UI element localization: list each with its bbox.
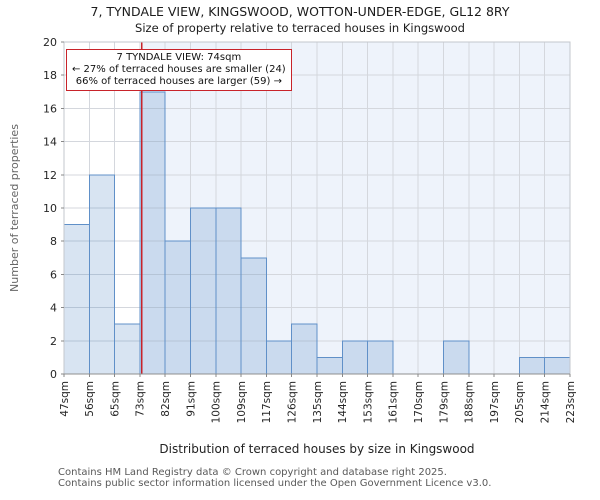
y-tick-label: 14 xyxy=(43,136,57,149)
histogram-bar xyxy=(443,340,470,375)
x-tick-label: 197sqm xyxy=(489,381,501,423)
histogram-bar xyxy=(316,356,343,375)
histogram-bar xyxy=(240,257,267,375)
attribution-footer: Contains HM Land Registry data © Crown c… xyxy=(58,467,491,489)
x-tick-label: 91sqm xyxy=(185,381,197,417)
histogram-bar xyxy=(164,240,191,375)
y-tick-label: 16 xyxy=(43,102,57,115)
y-tick-label: 6 xyxy=(50,268,57,281)
histogram-bar xyxy=(544,356,571,375)
histogram-bar xyxy=(63,224,90,375)
y-tick-label: 12 xyxy=(43,169,57,182)
histogram-bar xyxy=(114,323,141,375)
footer-line-2: Contains public sector information licen… xyxy=(58,478,492,490)
x-tick-label: 170sqm xyxy=(413,381,425,423)
annotation-larger-line: 66% of terraced houses are larger (59) → xyxy=(75,75,282,87)
y-tick-label: 2 xyxy=(50,335,57,348)
x-tick-label: 188sqm xyxy=(464,381,476,423)
x-tick-label: 153sqm xyxy=(362,381,374,423)
x-axis-label: Distribution of terraced houses by size … xyxy=(159,442,475,456)
y-tick-label: 18 xyxy=(43,69,57,82)
x-tick-label: 223sqm xyxy=(565,381,577,423)
histogram-bar xyxy=(215,207,242,375)
x-tick-label: 47sqm xyxy=(59,381,71,417)
chart-title: 7, TYNDALE VIEW, KINGSWOOD, WOTTON-UNDER… xyxy=(90,4,510,19)
y-tick-label: 10 xyxy=(43,202,57,215)
x-tick-label: 205sqm xyxy=(514,381,526,423)
histogram-bar xyxy=(341,340,369,375)
x-tick-label: 144sqm xyxy=(337,381,349,423)
histogram-bar xyxy=(265,340,293,375)
x-tick-label: 109sqm xyxy=(236,381,248,423)
x-tick-label: 73sqm xyxy=(135,381,147,417)
chart-subtitle: Size of property relative to terraced ho… xyxy=(135,21,465,35)
histogram-bar xyxy=(367,340,394,375)
x-tick-label: 56sqm xyxy=(84,381,96,417)
x-tick-label: 82sqm xyxy=(160,381,172,417)
histogram-bar xyxy=(190,207,217,375)
x-tick-label: 161sqm xyxy=(388,381,400,423)
histogram-bar xyxy=(518,356,546,375)
x-tick-label: 135sqm xyxy=(312,381,324,423)
y-tick-label: 8 xyxy=(50,235,57,248)
footer-line-1: Contains HM Land Registry data © Crown c… xyxy=(58,467,447,478)
x-tick-label: 214sqm xyxy=(540,381,552,423)
y-tick-label: 4 xyxy=(50,302,57,315)
histogram-bar xyxy=(291,323,318,375)
property-annotation-box: 7 TYNDALE VIEW: 74sqm ← 27% of terraced … xyxy=(66,49,292,92)
histogram-bar xyxy=(139,91,166,375)
histogram-bar xyxy=(88,174,116,375)
x-tick-label: 117sqm xyxy=(261,381,273,423)
annotation-property-line: 7 TYNDALE VIEW: 74sqm xyxy=(116,52,242,63)
annotation-smaller-line: ← 27% of terraced houses are smaller (24… xyxy=(72,63,286,75)
y-tick-label: 0 xyxy=(50,368,57,381)
x-tick-label: 126sqm xyxy=(287,381,299,423)
x-tick-label: 65sqm xyxy=(109,381,121,417)
x-tick-label: 179sqm xyxy=(438,381,450,423)
x-tick-label: 100sqm xyxy=(211,381,223,423)
y-tick-label: 20 xyxy=(43,36,57,49)
